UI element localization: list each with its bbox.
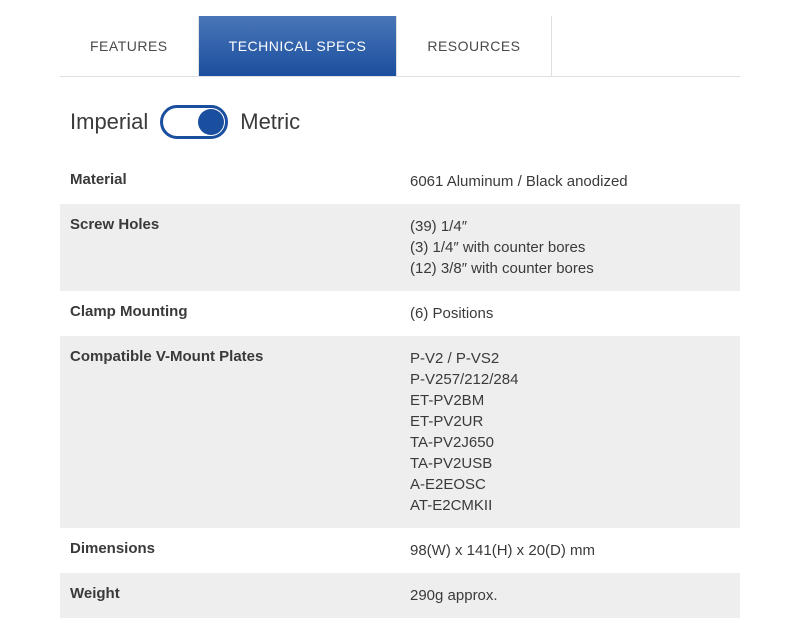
specs-table: Material 6061 Aluminum / Black anodized … <box>60 159 740 618</box>
spec-label: Screw Holes <box>70 216 410 279</box>
spec-label: Clamp Mounting <box>70 303 410 324</box>
spec-value: 290g approx. <box>410 585 730 606</box>
spec-value: 98(W) x 141(H) x 20(D) mm <box>410 540 730 561</box>
spec-value: (6) Positions <box>410 303 730 324</box>
spec-row-compatible-plates: Compatible V-Mount Plates P-V2 / P-VS2 P… <box>60 336 740 528</box>
spec-row-screw-holes: Screw Holes (39) 1/4″ (3) 1/4″ with coun… <box>60 204 740 291</box>
tabs-container: FEATURES TECHNICAL SPECS RESOURCES <box>60 16 740 77</box>
toggle-knob <box>198 109 224 135</box>
spec-row-material: Material 6061 Aluminum / Black anodized <box>60 159 740 204</box>
tab-features[interactable]: FEATURES <box>60 16 199 76</box>
spec-value: P-V2 / P-VS2 P-V257/212/284 ET-PV2BM ET-… <box>410 348 730 516</box>
spec-value: (39) 1/4″ (3) 1/4″ with counter bores (1… <box>410 216 730 279</box>
spec-row-dimensions: Dimensions 98(W) x 141(H) x 20(D) mm <box>60 528 740 573</box>
spec-row-clamp-mounting: Clamp Mounting (6) Positions <box>60 291 740 336</box>
spec-row-weight: Weight 290g approx. <box>60 573 740 618</box>
tab-resources[interactable]: RESOURCES <box>397 16 551 76</box>
tab-technical-specs[interactable]: TECHNICAL SPECS <box>199 16 398 76</box>
unit-toggle-row: Imperial Metric <box>60 77 740 159</box>
spec-label: Dimensions <box>70 540 410 561</box>
spec-label: Compatible V-Mount Plates <box>70 348 410 516</box>
spec-label: Weight <box>70 585 410 606</box>
spec-value: 6061 Aluminum / Black anodized <box>410 171 730 192</box>
unit-label-imperial: Imperial <box>70 109 148 135</box>
unit-toggle[interactable] <box>160 105 228 139</box>
unit-label-metric: Metric <box>240 109 300 135</box>
spec-label: Material <box>70 171 410 192</box>
